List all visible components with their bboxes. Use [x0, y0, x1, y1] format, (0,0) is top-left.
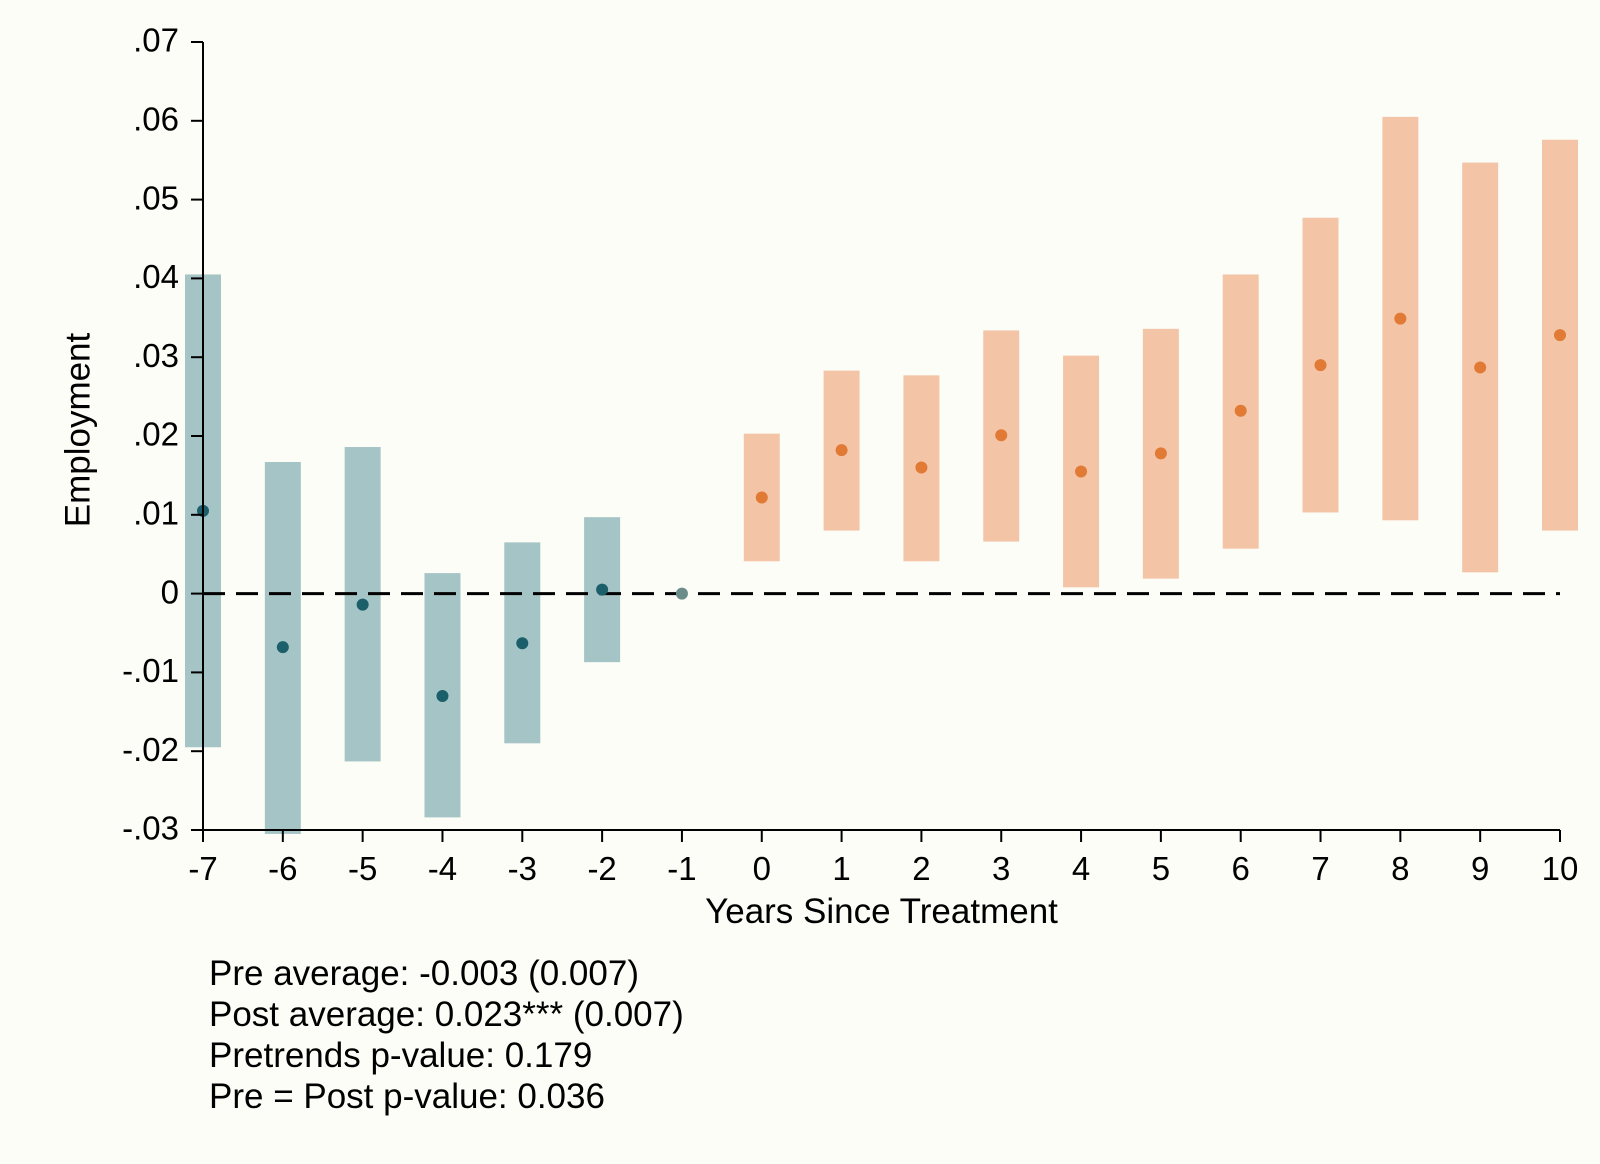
point-estimate-post	[1314, 359, 1327, 372]
point-estimate-post	[1554, 329, 1566, 342]
x-axis-title: Years Since Treatment	[705, 892, 1058, 931]
y-tick-label: .04	[133, 258, 179, 295]
point-estimate-post	[1075, 465, 1088, 478]
y-tick-label: .06	[133, 101, 179, 138]
pre-average-note: Pre average: -0.003 (0.007)	[209, 954, 639, 993]
point-estimate-pre	[596, 583, 609, 596]
x-tick-label: 1	[832, 850, 850, 887]
y-tick-label: .07	[133, 22, 179, 59]
point-estimate-post	[995, 429, 1008, 442]
point-estimate-post	[835, 444, 848, 457]
pre-post-note: Pre = Post p-value: 0.036	[209, 1077, 605, 1116]
point-estimate-pre	[516, 637, 529, 650]
point-estimate-pre	[436, 690, 449, 703]
point-estimate-post	[1394, 312, 1407, 325]
post-average-note: Post average: 0.023*** (0.007)	[209, 995, 684, 1034]
point-estimate-pre	[356, 598, 369, 611]
y-tick-label: .01	[133, 495, 179, 532]
axes	[202, 42, 1560, 831]
y-axis-ticks: -.03 -.02 -.01 0 .01 .02 .03 .04 .05 .06 .07	[122, 22, 203, 847]
x-tick-label: -4	[428, 850, 457, 887]
point-estimate-post	[1234, 404, 1247, 417]
y-tick-label: -.01	[122, 652, 179, 689]
x-tick-label: -1	[667, 850, 696, 887]
x-axis-ticks: -7 -6 -5 -4 -3 -2 -1 0 1 2 3 4 5 6 7 8 9 10	[188, 830, 1578, 887]
x-tick-label: 10	[1542, 850, 1579, 887]
point-estimates	[197, 312, 1566, 703]
point-estimate-post	[1474, 361, 1487, 374]
y-tick-label: 0	[161, 573, 179, 610]
point-estimate-reference	[675, 587, 688, 600]
event-study-chart: -.03-.02-.010.01.02.03.04.05.06.07 -7 -6-…	[58, 22, 1578, 931]
x-tick-label: -6	[268, 850, 297, 887]
y-tick-label: .02	[133, 416, 179, 453]
x-tick-label: 3	[992, 850, 1010, 887]
x-tick-label: 8	[1391, 850, 1409, 887]
x-tick-label: 5	[1152, 850, 1170, 887]
x-tick-label: 4	[1072, 850, 1090, 887]
y-tick-label: -.03	[122, 810, 179, 847]
x-tick-label: 7	[1311, 850, 1329, 887]
x-tick-label: 9	[1471, 850, 1489, 887]
x-tick-label: 6	[1232, 850, 1250, 887]
x-tick-label: -2	[587, 850, 616, 887]
y-tick-label: -.02	[122, 731, 179, 768]
y-tick-label: .05	[133, 179, 179, 216]
x-tick-label: 2	[912, 850, 930, 887]
point-estimate-pre	[276, 641, 289, 654]
point-estimate-post	[755, 491, 768, 504]
point-estimate-post	[1154, 447, 1167, 460]
pretrends-note: Pretrends p-value: 0.179	[209, 1036, 593, 1075]
x-tick-label: 0	[753, 850, 771, 887]
x-tick-label: -5	[348, 850, 377, 887]
y-tick-label: .03	[133, 337, 179, 374]
y-axis-title: Employment	[58, 332, 97, 527]
confidence-bands	[185, 116, 1578, 834]
point-estimate-post	[915, 461, 928, 474]
x-tick-label: -7	[188, 850, 217, 887]
summary-notes: Pre average: -0.003 (0.007) Post average…	[209, 953, 684, 1117]
x-tick-label: -3	[508, 850, 537, 887]
